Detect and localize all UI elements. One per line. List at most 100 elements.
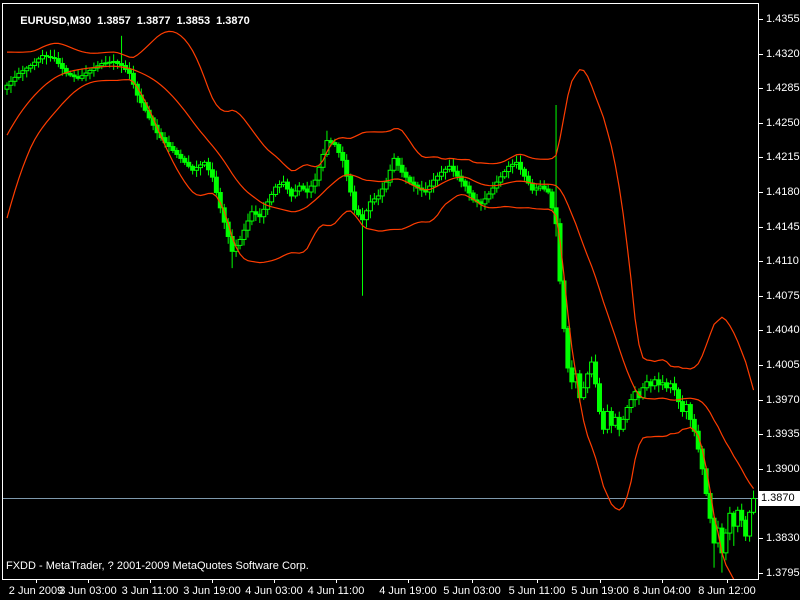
price-tick-dash [759,227,763,228]
candle-body [103,62,109,65]
candle-body [292,190,298,197]
candle-body [360,214,365,221]
candle-body [261,208,267,218]
price-tick-label: 1.4250 [766,117,800,129]
candle-body [751,497,757,513]
quote-open: 1.3857 [97,15,131,27]
time-tick-dash [274,579,275,583]
candle-body [502,171,508,178]
candle-body [4,84,10,90]
price-tick-label: 1.3795 [766,567,800,579]
candle-body [565,327,571,369]
candle-body [75,76,81,79]
price-tick-dash [759,88,763,89]
candle-body [352,191,358,211]
time-scale[interactable]: 2 Jun 2009 3 Jun 03:00 3 Jun 11:00 3 Jun 19… [0,579,800,600]
time-tick-dash [88,579,89,583]
candle-body [589,361,595,375]
candle-body [308,185,314,193]
price-tick-label: 1.4040 [766,324,800,336]
candle-body [241,229,247,240]
time-tick-dash [212,579,213,583]
candle-body [316,166,322,181]
candle-body [221,207,227,223]
candle-body [541,185,547,190]
price-tick-label: 1.3900 [766,463,800,475]
price-tick-label: 1.4285 [766,82,800,94]
time-tick-label: 5 Jun 03:00 [443,585,501,597]
candle-body [249,211,255,222]
time-tick-label: 4 Jun 19:00 [379,585,437,597]
candle-body [233,244,239,252]
candle-body [182,157,188,163]
price-tick-dash [759,261,763,262]
candle-body [32,61,38,66]
candle-body [356,209,362,216]
candle-body [439,171,444,177]
candle-body [304,188,310,193]
chart-plot-area[interactable] [3,4,758,579]
time-tick-label: 8 Jun 12:00 [698,585,756,597]
candle-body [126,68,132,74]
candle-body [174,149,180,155]
candle-body [442,168,448,173]
price-tick-dash [759,296,763,297]
time-tick-dash [472,579,473,583]
candle-body [44,55,49,58]
candle-body [166,142,172,148]
candle-body [676,389,681,403]
candle-body [533,187,539,191]
candle-body [12,76,18,82]
candle-body [91,67,97,71]
bollinger-lower-band [6,79,735,579]
time-tick-dash [662,579,663,583]
candle-body [435,175,441,181]
quote-low: 1.3853 [176,15,211,27]
candle-body [387,169,393,183]
candle-body [518,161,523,170]
candle-body [687,404,693,420]
candle-body [399,164,405,173]
price-tick-dash [759,400,763,401]
candle-body [55,58,61,64]
candle-body [656,379,662,386]
price-tick-dash [759,157,763,158]
candle-body [79,75,85,79]
price-scale[interactable]: 1.4355 1.4320 1.4285 1.4250 1.4215 1.4180 1.41… [758,0,800,600]
candle-body [458,175,464,182]
candle-body [363,210,369,221]
price-tick-label: 1.4355 [766,13,800,25]
price-tick-dash [759,365,763,366]
time-tick-dash [408,579,409,583]
candle-body [514,161,520,165]
candle-body [731,512,737,527]
candle-body [699,448,705,470]
candle-body [371,198,377,203]
candle-body [24,67,30,72]
candle-body [403,171,409,178]
candle-body [119,62,125,66]
chart-title: EURUSD,M30 1.3857 1.3877 1.3853 1.3870 [8,3,256,39]
candle-body [273,186,279,195]
candle-body [170,146,176,151]
price-tick-label: 1.4005 [766,359,800,371]
candle-body [47,56,53,59]
candle-body [16,72,22,78]
price-tick-label: 1.4180 [766,186,800,198]
time-tick-label: 5 Jun 11:00 [508,585,566,597]
candle-body [111,61,117,64]
candle-body [277,184,283,188]
candle-body [99,62,105,67]
candle-body [683,404,689,412]
candle-body [134,83,140,96]
price-tick-label: 1.4110 [766,255,799,267]
copyright-text: FXDD - MetaTrader, ? 2001-2009 MetaQuote… [6,560,309,572]
candle-body [510,163,516,167]
time-tick-label: 8 Jun 04:00 [633,585,691,597]
candle-body [557,223,563,282]
candle-body [178,153,184,159]
candle-body [87,69,93,74]
candle-body [253,211,259,215]
candle-body [63,67,69,74]
candle-body [20,70,26,74]
